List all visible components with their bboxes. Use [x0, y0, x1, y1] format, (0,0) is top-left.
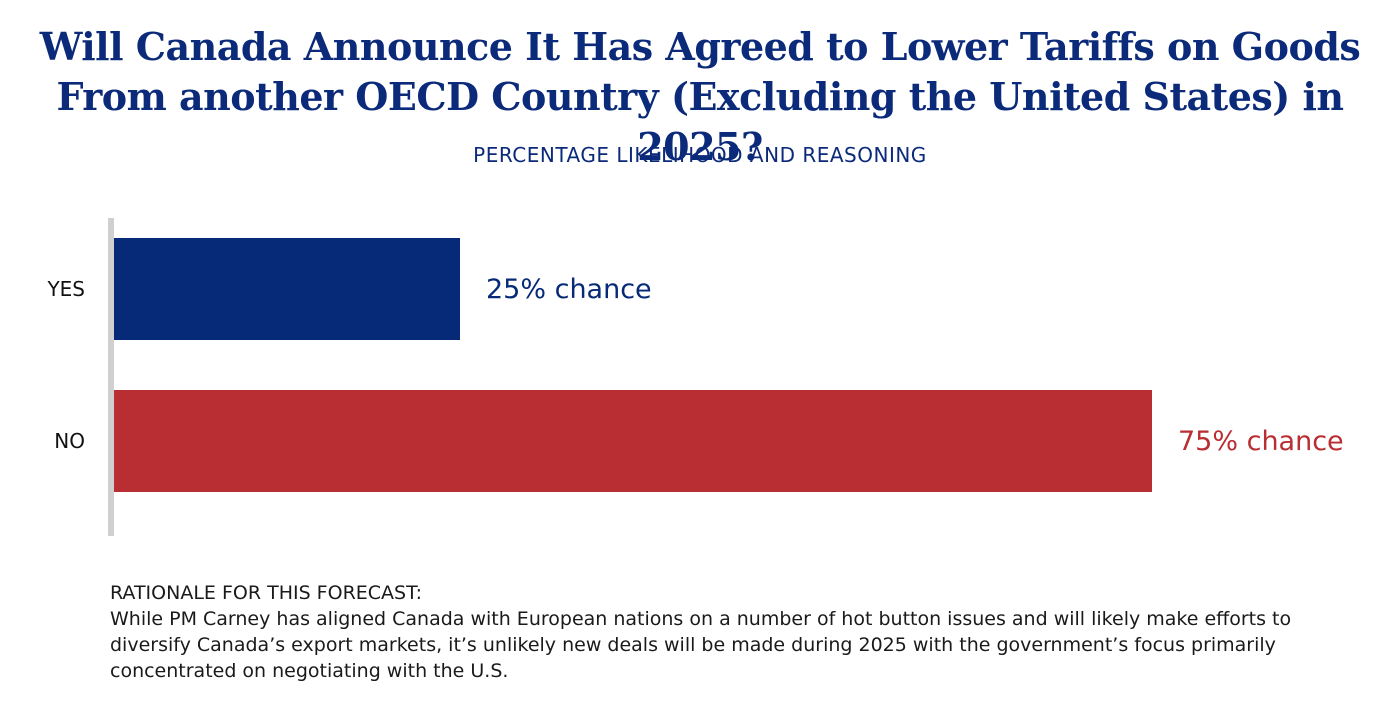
data-label-yes: 25% chance [486, 274, 652, 305]
bar-yes [114, 238, 460, 340]
data-label-no: 75% chance [1178, 426, 1344, 457]
chart-subtitle: PERCENTAGE LIKELIHOOD AND REASONING [473, 143, 927, 167]
rationale-heading: RATIONALE FOR THIS FORECAST: [110, 582, 423, 604]
rationale-section: RATIONALE FOR THIS FORECAST: While PM Ca… [110, 580, 1370, 684]
rationale-text: While PM Carney has aligned Canada with … [110, 608, 1292, 682]
chart-title: Will Canada Announce It Has Agreed to Lo… [39, 24, 1361, 169]
category-label-yes: YES [46, 277, 85, 301]
bar-no [114, 390, 1152, 492]
y-axis-line [108, 218, 114, 536]
category-label-no: NO [54, 429, 85, 453]
